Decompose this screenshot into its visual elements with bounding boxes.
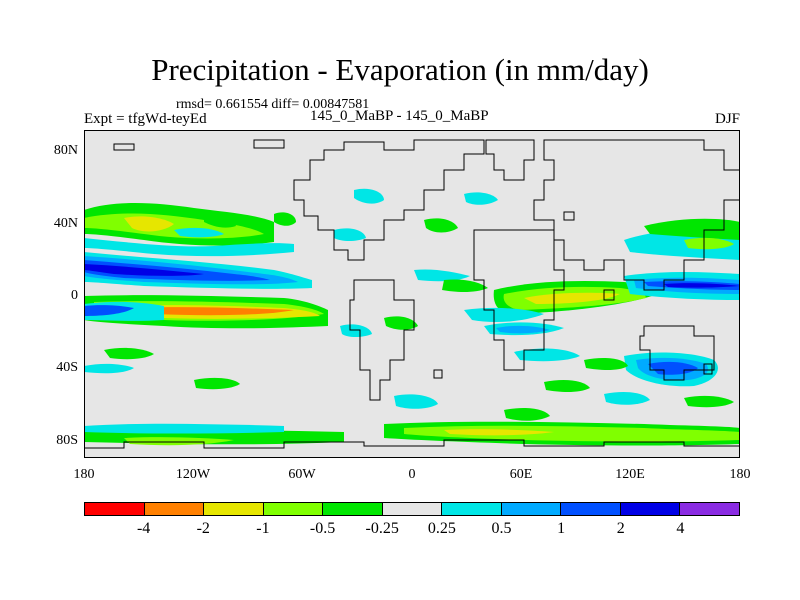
colorbar-label: -2 xyxy=(196,520,210,537)
colorbar-label: -1 xyxy=(256,520,270,537)
colorbar-label: -0.5 xyxy=(309,520,336,537)
colorbar-label: -0.25 xyxy=(365,520,399,537)
atlantic-indian-field xyxy=(334,192,740,446)
colorbar-outline xyxy=(84,502,740,516)
colorbar-swatch xyxy=(501,502,562,516)
colorbar-swatch xyxy=(323,502,383,516)
colorbar-swatch xyxy=(620,502,681,516)
colorbar-swatch xyxy=(144,502,205,516)
coastlines xyxy=(84,139,740,449)
lon-label-60w: 60W xyxy=(288,467,316,482)
lat-label-80s: 80S xyxy=(56,433,78,448)
colorbar-swatch xyxy=(442,502,502,516)
colorbar-label: -4 xyxy=(136,520,151,537)
lon-label-180e: 180 xyxy=(729,467,751,482)
lon-label-0: 0 xyxy=(408,467,416,482)
pacific-field xyxy=(84,188,438,446)
lat-label-0: 0 xyxy=(71,288,78,303)
colorbar-label: 1 xyxy=(557,520,566,537)
experiment-label: Expt = tfgWd-teyEd xyxy=(84,111,207,127)
season-label: DJF xyxy=(714,111,740,127)
lat-label-40n: 40N xyxy=(53,216,78,231)
colorbar-swatch xyxy=(263,502,324,516)
colorbar-swatch xyxy=(204,502,264,516)
lon-label-120e: 120E xyxy=(615,467,645,482)
rmsd-diff-text: rmsd= 0.661554 diff= 0.00847581 xyxy=(176,97,370,112)
lon-label-120w: 120W xyxy=(175,467,211,482)
colorbar-label: 2 xyxy=(616,520,625,537)
colorbar-swatch xyxy=(382,502,443,516)
lon-label-60e: 60E xyxy=(509,467,533,482)
case-label: 145_0_MaBP - 145_0_MaBP xyxy=(310,108,489,124)
colorbar-swatch xyxy=(84,502,145,516)
colorbar-label: 4 xyxy=(676,520,685,537)
colorbar-label: 0.25 xyxy=(427,520,456,537)
lon-label-180w: 180 xyxy=(73,467,95,482)
precip-evap-map xyxy=(84,130,740,458)
lat-label-80n: 80N xyxy=(53,143,78,158)
colorbar-swatch xyxy=(561,502,621,516)
colorbar-swatch xyxy=(680,502,741,516)
colorbar xyxy=(84,502,741,516)
lat-label-40s: 40S xyxy=(56,360,78,375)
colorbar-label: 0.5 xyxy=(491,520,512,537)
plot-title: Precipitation - Evaporation (in mm/day) xyxy=(151,52,649,87)
